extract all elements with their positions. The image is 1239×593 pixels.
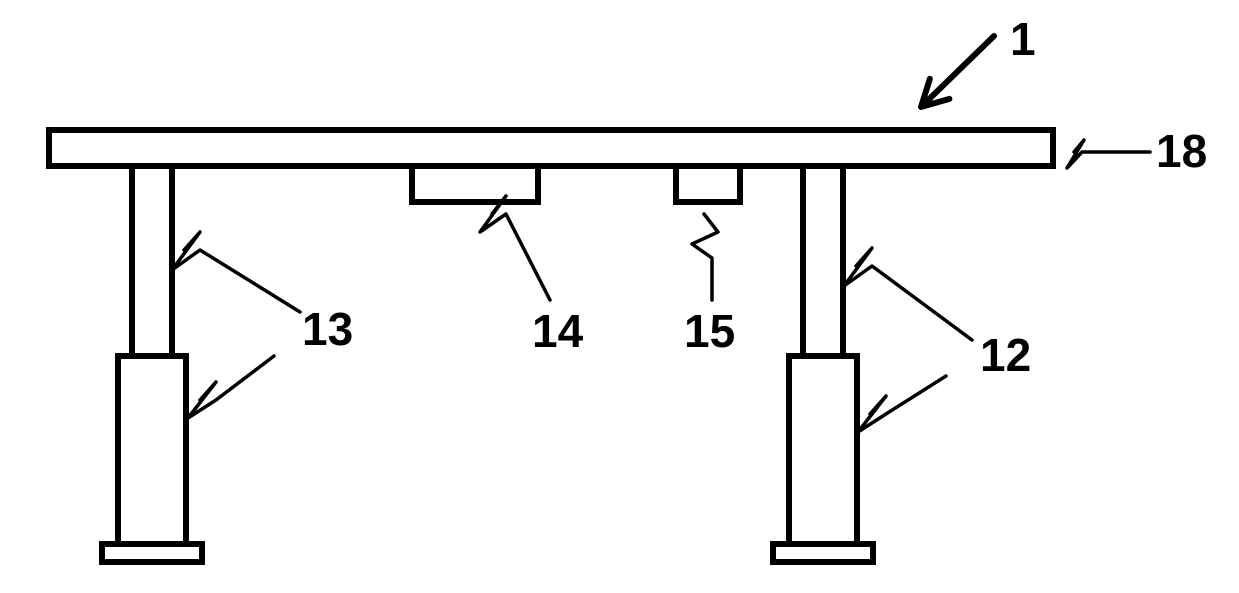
label-1: 1 [1010, 12, 1036, 66]
diagram-svg [0, 0, 1239, 593]
box-15 [676, 166, 740, 202]
leader-12-bot [858, 376, 946, 432]
tabletop [49, 130, 1053, 166]
label-13: 13 [302, 302, 353, 356]
leader-14 [480, 196, 550, 300]
diagram-stage: 1 12 13 14 15 18 [0, 0, 1239, 593]
label-14: 14 [532, 304, 583, 358]
right-leg-upper [803, 166, 843, 356]
leader-13-top [172, 232, 300, 312]
label-18: 18 [1156, 124, 1207, 178]
left-leg-upper [132, 166, 172, 356]
leader-15 [692, 214, 718, 300]
box-14 [412, 166, 538, 202]
leader-13-bot [188, 356, 274, 418]
label-15: 15 [684, 304, 735, 358]
right-leg-lower [789, 356, 857, 544]
left-leg-lower [118, 356, 186, 544]
arrow-1 [921, 36, 994, 107]
right-foot [773, 544, 873, 562]
leader-18 [1067, 140, 1150, 168]
left-foot [102, 544, 202, 562]
leader-12-top [844, 248, 972, 340]
label-12: 12 [980, 328, 1031, 382]
